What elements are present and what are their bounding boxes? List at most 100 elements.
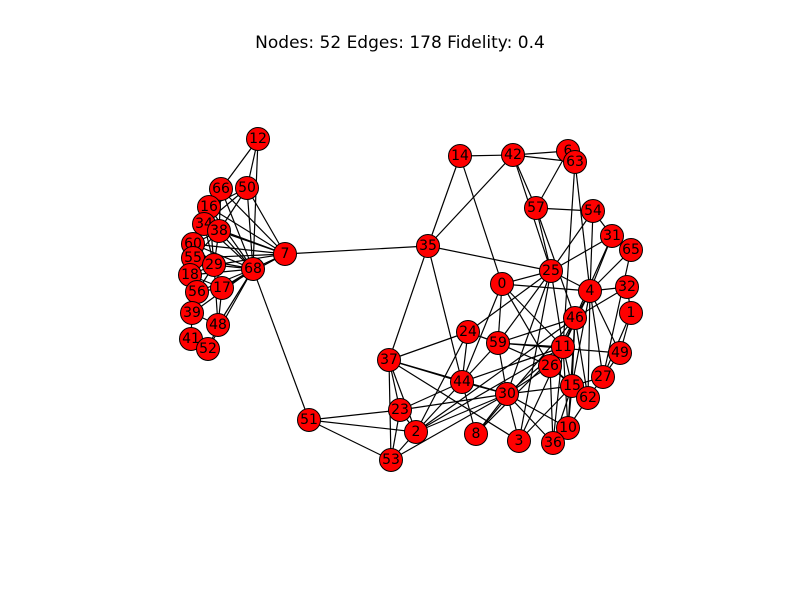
node-18: 18 xyxy=(178,263,202,287)
node-circle xyxy=(538,354,562,378)
node-label: 32 xyxy=(618,279,636,295)
node-0: 0 xyxy=(490,272,514,296)
node-37: 37 xyxy=(377,348,401,372)
node-label: 50 xyxy=(238,180,256,196)
node-circle xyxy=(388,398,412,422)
edge-7-35 xyxy=(284,245,429,255)
node-10: 10 xyxy=(556,416,580,440)
edge-24-2 xyxy=(415,331,469,433)
node-label: 57 xyxy=(527,200,545,216)
edge-35-42 xyxy=(427,154,514,247)
node-label: 6 xyxy=(564,143,573,159)
node-label: 4 xyxy=(586,283,595,299)
node-circle xyxy=(379,448,403,472)
node-4: 4 xyxy=(578,279,602,303)
node-circle xyxy=(210,276,234,300)
node-63: 63 xyxy=(563,150,587,174)
node-57: 57 xyxy=(524,196,548,220)
node-label: 1 xyxy=(627,305,636,321)
node-label: 62 xyxy=(579,390,597,406)
node-circle xyxy=(416,234,440,258)
node-label: 39 xyxy=(183,305,201,321)
node-56: 56 xyxy=(185,280,209,304)
node-circle xyxy=(507,429,531,453)
edge-53-30 xyxy=(390,393,508,461)
edge-2-51 xyxy=(308,419,417,433)
node-label: 44 xyxy=(453,374,471,390)
node-circle xyxy=(619,301,643,325)
edge-51-53 xyxy=(308,419,392,461)
node-circle xyxy=(608,341,632,365)
node-label: 24 xyxy=(459,324,477,340)
node-42: 42 xyxy=(501,143,525,167)
edge-37-30 xyxy=(388,359,508,395)
node-24: 24 xyxy=(456,320,480,344)
edge-35-37 xyxy=(388,245,429,361)
node-circle xyxy=(524,196,548,220)
node-label: 11 xyxy=(554,339,572,355)
edge-35-14 xyxy=(427,155,461,247)
node-39: 39 xyxy=(180,301,204,325)
node-label: 49 xyxy=(611,345,629,361)
node-circle xyxy=(235,176,259,200)
node-circle xyxy=(563,306,587,330)
node-32: 32 xyxy=(615,275,639,299)
edge-35-25 xyxy=(427,245,552,272)
node-11: 11 xyxy=(551,335,575,359)
node-circle xyxy=(273,242,297,266)
node-label: 51 xyxy=(300,412,318,428)
node-label: 66 xyxy=(212,181,230,197)
node-label: 42 xyxy=(504,147,522,163)
node-label: 59 xyxy=(489,335,507,351)
edge-12-68 xyxy=(252,138,259,270)
node-14: 14 xyxy=(448,144,472,168)
node-circle xyxy=(591,365,615,389)
edge-54-25 xyxy=(550,210,594,272)
node-label: 15 xyxy=(563,378,581,394)
node-38: 38 xyxy=(207,219,231,243)
edge-35-44 xyxy=(427,245,463,383)
node-circle xyxy=(501,143,525,167)
node-label: 16 xyxy=(200,199,218,215)
node-label: 68 xyxy=(244,261,262,277)
node-circle xyxy=(404,420,428,444)
node-35: 35 xyxy=(416,234,440,258)
node-circle xyxy=(456,320,480,344)
node-circle xyxy=(600,224,624,248)
edge-37-3 xyxy=(388,359,520,442)
node-circle xyxy=(180,301,204,325)
node-3: 3 xyxy=(507,429,531,453)
node-circle xyxy=(560,374,584,398)
node-25: 25 xyxy=(539,259,563,283)
node-1: 1 xyxy=(619,301,643,325)
node-circle xyxy=(495,382,519,406)
node-circle xyxy=(246,127,270,151)
node-circle xyxy=(541,431,565,455)
node-circle xyxy=(207,219,231,243)
edge-37-2 xyxy=(388,359,417,433)
node-circle xyxy=(448,144,472,168)
node-label: 27 xyxy=(594,369,612,385)
edge-30-23 xyxy=(399,393,508,411)
edge-0-11 xyxy=(501,283,564,348)
node-circle xyxy=(486,331,510,355)
node-65: 65 xyxy=(619,238,643,262)
node-label: 10 xyxy=(559,420,577,436)
node-circle xyxy=(563,150,587,174)
node-circle xyxy=(615,275,639,299)
node-label: 12 xyxy=(249,131,267,147)
edge-2-46 xyxy=(415,317,576,433)
node-49: 49 xyxy=(608,341,632,365)
node-circle xyxy=(578,279,602,303)
node-circle xyxy=(581,199,605,223)
edge-11-44 xyxy=(461,346,564,383)
node-label: 14 xyxy=(451,148,469,164)
edge-65-27 xyxy=(602,249,632,378)
edge-66-7 xyxy=(220,188,286,255)
node-circle xyxy=(539,259,563,283)
edge-2-11 xyxy=(415,346,564,433)
graph-title: Nodes: 52 Edges: 178 Fidelity: 0.4 xyxy=(255,33,545,53)
edge-50-7 xyxy=(246,187,286,255)
edge-30-2 xyxy=(415,393,508,433)
